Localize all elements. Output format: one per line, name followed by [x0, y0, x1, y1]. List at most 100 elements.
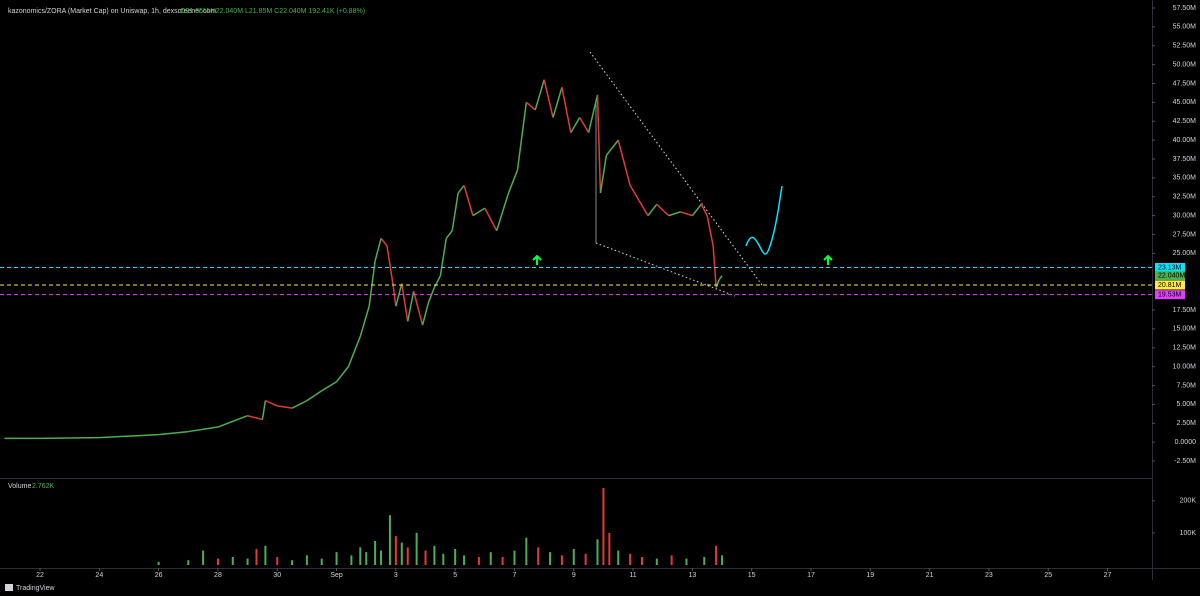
price-segment [680, 211, 693, 217]
x-tick-label: 23 [985, 572, 993, 579]
price-segment [587, 94, 599, 133]
volume-bar [513, 550, 516, 565]
x-tick-label: 17 [807, 572, 815, 579]
y-tick-label: 0.0000 [1175, 439, 1197, 446]
y-tick-label: 42.50M [1173, 118, 1197, 125]
volume-bar [255, 548, 258, 565]
level-label-bg [1155, 263, 1185, 273]
price-segment [277, 405, 293, 409]
volume-bar [703, 556, 706, 565]
chart-title: kazonomics/ZORA (Market Cap) on Uniswap,… [8, 8, 216, 15]
volume-bar [685, 558, 688, 565]
y-tick-label: 55.00M [1173, 24, 1197, 31]
x-tick-label: 25 [1044, 572, 1052, 579]
y-tick-label: 12.50M [1173, 345, 1197, 352]
y-tick-label: 200K [1180, 498, 1197, 505]
price-segment [380, 237, 388, 247]
price-segment [261, 400, 267, 420]
volume-bar [640, 556, 643, 565]
price-segment [617, 139, 631, 186]
volume-bar [415, 532, 418, 565]
volume-bar [596, 539, 599, 565]
y-tick-label: 25.00M [1173, 250, 1197, 257]
price-segment [445, 230, 453, 239]
volume-bar [602, 488, 605, 565]
volume-bar [489, 552, 492, 565]
price-segment [715, 279, 720, 288]
volume-title: Volume [8, 483, 31, 490]
brand-logo [5, 584, 13, 591]
volume-bar [291, 560, 294, 565]
x-tick-label: 9 [572, 572, 576, 579]
price-segment [579, 117, 590, 133]
volume-bar [629, 553, 632, 565]
y-tick-label: -2.50M [1174, 458, 1196, 465]
price-segment [406, 290, 415, 322]
price-segment [128, 433, 159, 437]
level-label-bg [1155, 280, 1185, 290]
volume-bar [549, 552, 552, 565]
volume-bar [537, 547, 540, 565]
price-segment [359, 306, 370, 337]
price-segment [427, 287, 436, 303]
price-segment [439, 238, 448, 277]
price-segment [525, 101, 536, 111]
x-tick-label: 19 [866, 572, 874, 579]
volume-bar [276, 556, 279, 565]
volume-bar [463, 555, 466, 565]
price-segment [412, 290, 424, 326]
price-segment [247, 414, 263, 421]
y-tick-label: 10.00M [1173, 363, 1197, 370]
volume-bar [264, 545, 267, 565]
price-segment [638, 200, 649, 217]
price-segment [596, 94, 602, 194]
y-tick-label: 27.50M [1173, 231, 1197, 238]
price-segment [647, 203, 658, 217]
volume-bar [246, 558, 249, 565]
price-segment [507, 170, 519, 194]
level-label: 23.13M [1158, 264, 1182, 271]
volume-bar [560, 555, 563, 565]
arrow-up [532, 254, 542, 265]
trend-line [595, 242, 736, 297]
y-tick-label: 57.50M [1173, 5, 1197, 12]
volume-bar [477, 556, 480, 565]
x-tick-label: 11 [629, 572, 636, 579]
volume-bar [394, 536, 397, 565]
level-label-bg [1155, 290, 1185, 300]
volume-bar [433, 545, 436, 565]
ohlc-readout: O21.85M H22.040M L21.85M C22.040M 192.41… [180, 8, 365, 15]
volume-bar [388, 515, 391, 565]
level-label: 20.81M [1158, 282, 1182, 289]
volume-bar [572, 548, 575, 565]
level-label-bg [1155, 271, 1185, 281]
price-segment [457, 184, 465, 194]
price-segment [570, 117, 581, 133]
price-segment [395, 283, 403, 307]
price-segment [599, 155, 608, 194]
volume-bar [350, 555, 353, 565]
volume-bar [187, 560, 190, 565]
x-tick-label: 7 [513, 572, 517, 579]
price-segment [335, 366, 350, 383]
x-tick-label: 24 [95, 572, 103, 579]
y-tick-label: 7.50M [1177, 382, 1197, 389]
volume-bar [359, 547, 362, 565]
price-segment [495, 192, 510, 231]
trend-line [589, 51, 763, 286]
volume-bar [442, 553, 445, 565]
y-tick-label: 15.00M [1173, 326, 1197, 333]
volume-bar [721, 555, 724, 565]
volume-bar [406, 547, 409, 565]
price-segment [691, 203, 702, 217]
volume-bar [335, 552, 338, 565]
price-segment [668, 211, 681, 217]
price-segment [265, 399, 278, 407]
price-segment [188, 426, 219, 433]
volume-bar [216, 558, 219, 565]
volume-bar [501, 556, 504, 565]
price-segment [472, 207, 486, 217]
projection-path [745, 185, 783, 255]
y-tick-label: 35.00M [1173, 175, 1197, 182]
